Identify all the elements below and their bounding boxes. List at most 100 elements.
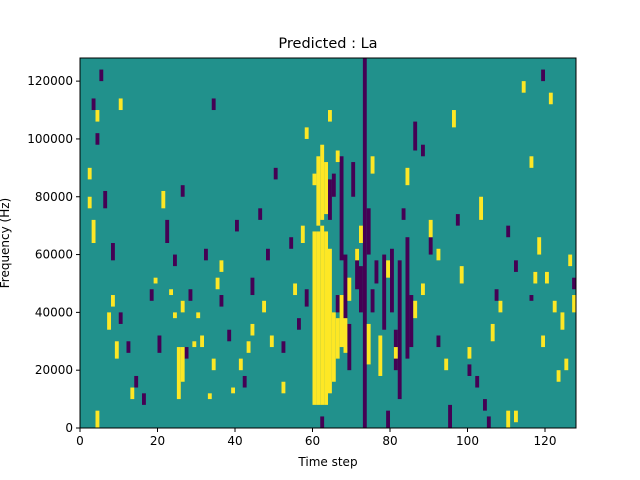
high-cell-31 bbox=[180, 300, 185, 313]
high-cell-1 bbox=[316, 231, 321, 405]
low-cell-23 bbox=[421, 144, 425, 157]
high-cell-2 bbox=[320, 225, 325, 405]
high-cell-26 bbox=[130, 387, 135, 400]
low-cell-54 bbox=[219, 295, 224, 307]
high-cell-44 bbox=[293, 283, 298, 296]
low-cell-9 bbox=[359, 266, 363, 313]
high-cell-34 bbox=[211, 358, 216, 371]
high-cell-65 bbox=[467, 347, 472, 359]
high-cell-33 bbox=[207, 393, 212, 400]
high-cell-64 bbox=[459, 266, 464, 284]
high-cell-18 bbox=[107, 312, 112, 330]
low-cell-49 bbox=[180, 185, 185, 197]
low-cell-14 bbox=[382, 254, 387, 330]
heatmap-cells bbox=[87, 58, 577, 429]
high-cell-22 bbox=[87, 196, 92, 209]
high-cell-12 bbox=[343, 318, 348, 353]
low-cell-48 bbox=[173, 254, 177, 267]
high-cell-45 bbox=[300, 225, 305, 243]
high-cell-7 bbox=[324, 162, 329, 215]
high-cell-42 bbox=[269, 335, 274, 348]
y-tick-label: 20000 bbox=[35, 363, 73, 377]
low-cell-51 bbox=[188, 289, 193, 301]
low-cell-29 bbox=[475, 375, 480, 388]
low-cell-45 bbox=[149, 289, 154, 301]
high-cell-13 bbox=[176, 347, 181, 400]
high-cell-39 bbox=[246, 341, 251, 353]
low-cell-22 bbox=[413, 121, 418, 151]
low-cell-38 bbox=[95, 133, 100, 145]
high-cell-16 bbox=[200, 335, 205, 348]
high-cell-58 bbox=[413, 300, 418, 319]
high-cell-19 bbox=[111, 295, 115, 307]
high-cell-25 bbox=[118, 98, 123, 111]
high-cell-10 bbox=[335, 318, 340, 359]
high-cell-11 bbox=[339, 295, 344, 348]
high-cell-5 bbox=[316, 156, 321, 226]
low-cell-64 bbox=[297, 318, 301, 330]
low-cell-0 bbox=[320, 416, 325, 428]
low-cell-31 bbox=[486, 416, 491, 428]
low-cell-24 bbox=[428, 237, 433, 255]
y-tick-label: 120000 bbox=[27, 74, 73, 88]
low-cell-25 bbox=[436, 335, 441, 348]
high-cell-83 bbox=[556, 370, 561, 382]
high-cell-74 bbox=[545, 271, 549, 284]
low-cell-32 bbox=[494, 289, 499, 301]
low-cell-2 bbox=[331, 173, 336, 197]
low-cell-40 bbox=[111, 243, 115, 261]
high-cell-4 bbox=[328, 248, 332, 394]
low-cell-65 bbox=[304, 289, 309, 307]
low-cell-6 bbox=[347, 323, 352, 371]
high-cell-50 bbox=[355, 248, 360, 261]
low-cell-12 bbox=[370, 289, 375, 313]
high-cell-59 bbox=[421, 283, 425, 296]
y-axis-label: Frequency (Hz) bbox=[0, 198, 12, 289]
low-cell-56 bbox=[235, 219, 239, 232]
high-cell-70 bbox=[514, 410, 518, 423]
low-cell-55 bbox=[227, 329, 232, 342]
low-cell-7 bbox=[351, 162, 356, 197]
low-cell-44 bbox=[142, 393, 146, 405]
low-cell-26 bbox=[448, 404, 453, 429]
x-tick-label: 80 bbox=[382, 434, 397, 448]
high-cell-80 bbox=[533, 271, 538, 284]
high-cell-78 bbox=[568, 254, 573, 267]
high-cell-38 bbox=[238, 358, 243, 371]
chart-title: Predicted : La bbox=[278, 36, 377, 52]
plot-area bbox=[79, 57, 577, 429]
high-cell-76 bbox=[560, 312, 565, 330]
high-cell-47 bbox=[328, 110, 332, 122]
high-cell-60 bbox=[428, 219, 433, 238]
x-tick-label: 60 bbox=[305, 434, 320, 448]
low-cell-35 bbox=[529, 295, 534, 301]
low-cell-37 bbox=[91, 98, 96, 111]
high-cell-23 bbox=[87, 167, 92, 180]
low-cell-47 bbox=[165, 219, 170, 244]
low-cell-36 bbox=[99, 69, 104, 82]
low-cell-13 bbox=[374, 260, 379, 284]
low-cell-34 bbox=[514, 260, 518, 272]
high-cell-27 bbox=[153, 277, 158, 284]
high-cell-40 bbox=[250, 323, 255, 336]
high-cell-14 bbox=[180, 347, 185, 382]
low-cell-18 bbox=[397, 260, 402, 400]
high-cell-24 bbox=[95, 110, 100, 122]
high-cell-8 bbox=[312, 173, 317, 186]
high-cell-36 bbox=[219, 260, 224, 272]
y-axis-ticks: 0 20000 40000 60000 80000 100000 120000 bbox=[27, 74, 80, 435]
y-tick-label: 40000 bbox=[35, 305, 73, 319]
low-cell-39 bbox=[103, 190, 108, 209]
x-axis-label: Time step bbox=[297, 455, 357, 469]
low-cell-60 bbox=[266, 248, 270, 261]
high-cell-77 bbox=[564, 358, 569, 371]
high-cell-48 bbox=[335, 150, 340, 163]
x-axis-ticks: 0 20 40 60 80 100 120 bbox=[76, 428, 556, 448]
high-cell-72 bbox=[529, 156, 534, 168]
low-cell-8 bbox=[355, 248, 360, 290]
low-cell-3 bbox=[335, 295, 340, 313]
low-cell-10 bbox=[362, 58, 367, 428]
low-cell-66 bbox=[541, 69, 546, 82]
high-cell-37 bbox=[231, 387, 236, 394]
